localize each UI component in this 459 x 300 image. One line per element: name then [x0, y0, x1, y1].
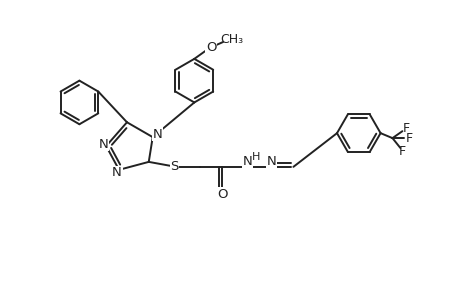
Text: CH₃: CH₃ — [220, 32, 243, 46]
Text: N: N — [98, 138, 108, 151]
Text: N: N — [112, 166, 122, 179]
Text: F: F — [398, 146, 405, 158]
Text: H: H — [251, 152, 259, 162]
Text: O: O — [206, 41, 216, 55]
Text: N: N — [152, 128, 162, 141]
Text: N: N — [242, 155, 252, 168]
Text: F: F — [402, 122, 409, 135]
Text: O: O — [216, 188, 227, 201]
Text: S: S — [170, 160, 178, 173]
Text: N: N — [266, 155, 276, 168]
Text: F: F — [405, 132, 412, 145]
